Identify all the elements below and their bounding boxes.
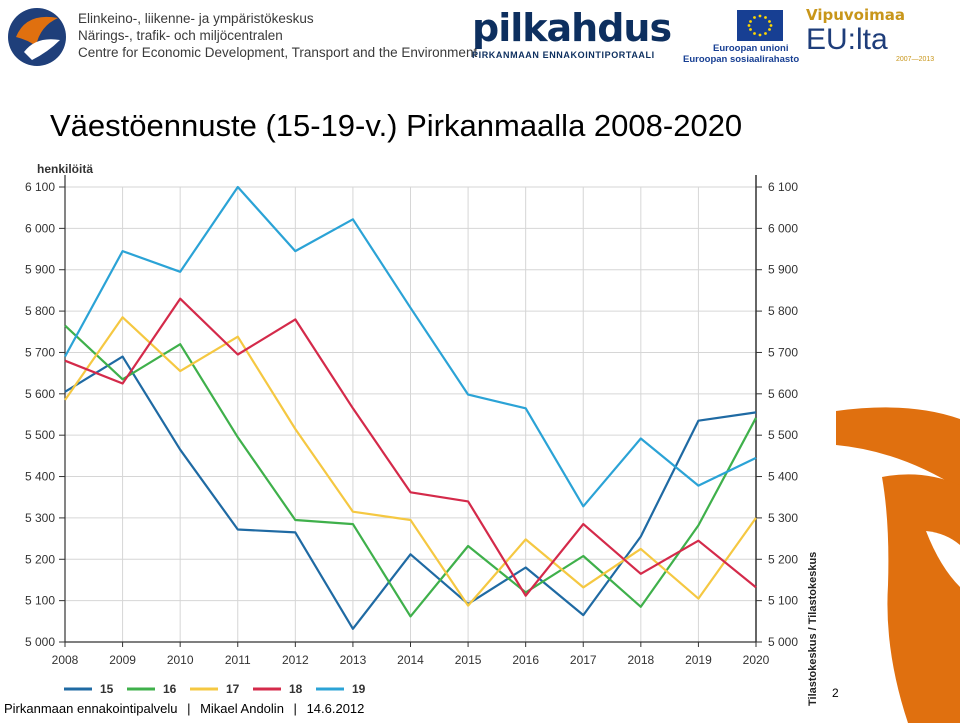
y-tick-label-left: 6 100 xyxy=(25,180,55,194)
y-tick-label-right: 5 100 xyxy=(768,594,798,608)
series-line-16 xyxy=(64,324,757,618)
y-tick-label-right: 5 200 xyxy=(768,552,798,566)
series-line-18 xyxy=(64,297,757,597)
y-tick-label-right: 5 000 xyxy=(768,635,798,649)
legend-label-16: 16 xyxy=(163,682,177,696)
vipuvoimaa-text: Vipuvoimaa xyxy=(806,6,906,24)
x-tick-label: 2014 xyxy=(397,653,424,667)
population-line-chart: 5 000 5 000 5 100 5 100 5 200 5 200 5 300 5 300… xyxy=(25,162,819,706)
decorative-orange-logo xyxy=(836,407,960,723)
pilkahdus-name: pilkahdus xyxy=(472,6,672,50)
series-line-15 xyxy=(64,355,757,630)
footer-separator: | xyxy=(293,701,297,716)
y-tick-label-left: 5 000 xyxy=(25,635,55,649)
x-tick-label: 2012 xyxy=(282,653,309,667)
y-tick-label-left: 5 500 xyxy=(25,428,55,442)
y-tick-label-right: 5 700 xyxy=(768,345,798,359)
footer-separator: | xyxy=(187,701,191,716)
y-tick-label-left: 6 000 xyxy=(25,221,55,235)
eu-line-1: Euroopan unioni xyxy=(713,43,789,54)
ely-line-en: Centre for Economic Development, Transpo… xyxy=(78,45,478,60)
series-line-17 xyxy=(64,316,757,607)
ely-logo xyxy=(8,8,66,66)
x-tick-label: 2017 xyxy=(570,653,597,667)
y-tick-label-left: 5 100 xyxy=(25,594,55,608)
x-tick-label: 2013 xyxy=(340,653,367,667)
footer-org: Pirkanmaan ennakointipalvelu xyxy=(4,701,178,716)
ely-line-fi: Elinkeino-, liikenne- ja ympäristökeskus xyxy=(78,11,314,26)
eu-text: Euroopan unioni Euroopan sosiaalirahasto xyxy=(683,43,843,65)
legend-label-19: 19 xyxy=(352,682,366,696)
eu-line-2: Euroopan sosiaalirahasto xyxy=(683,54,800,65)
y-tick-label-right: 5 900 xyxy=(768,263,798,277)
x-tick-label: 2009 xyxy=(109,653,136,667)
x-tick-label: 2010 xyxy=(167,653,194,667)
y-tick-label-left: 5 700 xyxy=(25,345,55,359)
footer: Pirkanmaan ennakointipalvelu | Mikael An… xyxy=(4,701,370,716)
y-tick-label-right: 6 100 xyxy=(768,180,798,194)
y-tick-label-right: 5 500 xyxy=(768,428,798,442)
legend-label-17: 17 xyxy=(226,682,240,696)
y-tick-label-left: 5 400 xyxy=(25,470,55,484)
y-tick-label-right: 5 300 xyxy=(768,511,798,525)
pilkahdus-subtitle: PIRKANMAAN ENNAKOINTIPORTAALI xyxy=(472,50,655,60)
x-tick-label: 2019 xyxy=(685,653,712,667)
slide-title: Väestöennuste (15-19-v.) Pirkanmaalla 20… xyxy=(50,108,743,143)
footer-author: Mikael Andolin xyxy=(200,701,284,716)
y-tick-label-left: 5 900 xyxy=(25,263,55,277)
y-tick-label-right: 5 600 xyxy=(768,387,798,401)
x-tick-label: 2016 xyxy=(512,653,539,667)
page-number: 2 xyxy=(832,686,839,700)
ely-text: Elinkeino-, liikenne- ja ympäristökeskus… xyxy=(78,10,477,61)
header-logos: Elinkeino-, liikenne- ja ympäristökeskus… xyxy=(0,0,960,72)
eulta-text: EU:lta xyxy=(806,23,888,56)
x-tick-label: 2015 xyxy=(455,653,482,667)
series-line-19 xyxy=(64,185,757,508)
x-tick-label: 2011 xyxy=(225,653,251,667)
x-tick-label: 2018 xyxy=(627,653,654,667)
x-tick-label: 2020 xyxy=(743,653,770,667)
y-tick-label-right: 5 400 xyxy=(768,470,798,484)
eu-flag-icon xyxy=(737,10,783,41)
vipuvoimaa-years: 2007—2013 xyxy=(896,56,935,63)
pilkahdus-logo: pilkahdus PIRKANMAAN ENNAKOINTIPORTAALI xyxy=(472,6,672,64)
y-tick-label-left: 5 200 xyxy=(25,552,55,566)
y-tick-label-right: 6 000 xyxy=(768,221,798,235)
vipuvoimaa-logo: Vipuvoimaa EU:lta 2007—2013 xyxy=(806,6,956,63)
y-tick-label-right: 5 800 xyxy=(768,304,798,318)
y-tick-label-left: 5 800 xyxy=(25,304,55,318)
y-tick-label-left: 5 300 xyxy=(25,511,55,525)
source-label: Tilastokeskus / Tilastokeskus xyxy=(807,552,819,706)
y-axis-unit-label: henkilöitä xyxy=(37,162,93,176)
legend-label-18: 18 xyxy=(289,682,303,696)
footer-date: 14.6.2012 xyxy=(306,701,365,716)
legend-label-15: 15 xyxy=(100,682,114,696)
x-tick-label: 2008 xyxy=(52,653,79,667)
ely-line-sv: Närings-, trafik- och miljöcentralen xyxy=(78,28,283,43)
y-tick-label-left: 5 600 xyxy=(25,387,55,401)
